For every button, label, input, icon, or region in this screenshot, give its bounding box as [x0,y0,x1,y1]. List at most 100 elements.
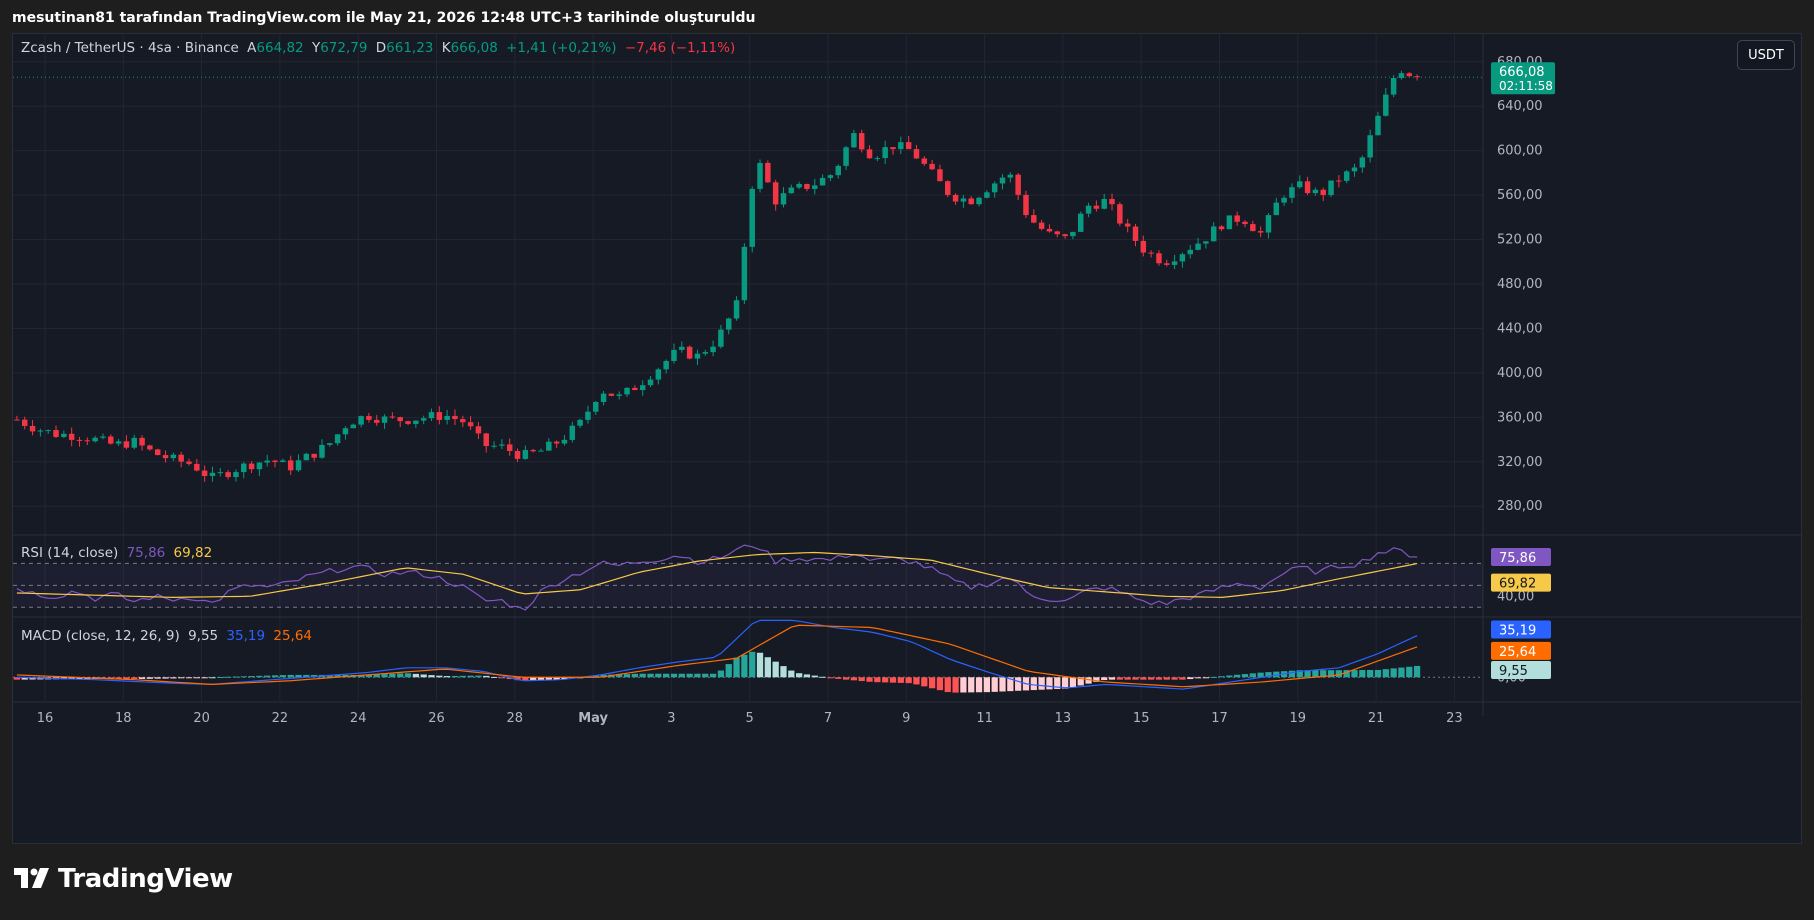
candle [1234,211,1240,226]
x-tick-label: 16 [37,711,54,726]
candle [1398,70,1405,80]
candle-body [882,147,888,159]
candle-body [514,450,521,459]
candle [131,434,137,450]
macd-hist-bar [498,677,506,679]
candle [139,435,145,451]
candle-body [499,444,505,446]
candle [1250,220,1256,232]
macd-hist-bar [811,675,818,678]
candle [1390,75,1397,98]
macd-hist-bar [842,677,850,680]
macd-hist-bar [1061,677,1069,689]
candle [741,243,748,305]
candle-body [366,416,372,420]
candle [835,164,841,179]
candle-body [373,419,380,423]
candle [1359,155,1366,173]
macd-label[interactable]: MACD (close, 12, 26, 9) [21,628,180,644]
candle-body [1164,263,1170,265]
tradingview-logo-icon [14,868,49,888]
macd-hist-bar [514,677,521,681]
candle [514,448,521,463]
candle [1218,225,1225,232]
close-label: K [441,40,451,56]
macd-hist-bar [1249,673,1256,678]
y-tick-label: 320,00 [1497,455,1543,470]
candle-body [37,430,44,432]
candle [241,461,247,479]
macd-hist-bar [1327,670,1335,678]
candle [1273,197,1280,216]
macd-hist-bar [991,677,998,692]
candle-body [452,415,458,420]
candle-body [248,463,255,470]
candle [1242,220,1248,228]
snapshot-header: mesutinan81 tarafından TradingView.com i… [12,10,756,26]
candle-body [84,440,91,442]
candle [334,433,341,446]
candle [1289,183,1295,203]
open-value: 664,82 [256,40,304,56]
candle [162,450,169,463]
candle-body [186,461,192,464]
macd-hist-bar [1054,677,1061,689]
rsi-line [16,544,1418,611]
candle [765,160,771,183]
candle-body [178,454,184,462]
candle-body [413,420,419,424]
candle [154,448,161,456]
candle-body [1320,189,1326,196]
low-label: D [375,40,387,56]
candle [272,459,278,468]
candle [1171,254,1178,270]
candle-body [1007,174,1014,178]
macd-hist-bar [592,675,599,678]
candle [256,461,263,476]
candle [37,428,44,437]
macd-hist-bar [365,674,373,678]
candle [757,159,763,193]
candle-body [921,158,928,164]
candle-body [241,463,247,473]
macd-hist-bar [459,675,466,678]
candle [686,345,693,360]
macd-hist-bar [1085,677,1092,684]
candle-body [1015,174,1021,195]
macd-hist-bar [537,677,545,681]
candle [1117,202,1123,227]
candle [1046,224,1053,233]
x-tick-label: 18 [115,711,132,726]
chart-canvas[interactable]: 280,00 320,00 360,00 400,00 440,00 480,00 520,… [13,34,1801,843]
candle-body [68,433,75,440]
candle [632,385,638,391]
macd-signal-value: 25,64 [273,628,313,644]
macd-hist-bar [725,664,732,678]
candle [593,400,599,415]
candle [725,317,732,335]
symbol-title[interactable]: Zcash / TetherUS · 4sa · Binance [21,40,239,56]
candle-body [772,182,779,205]
macd-hist-bar [1187,677,1194,680]
candle [123,435,130,450]
candle-body [194,463,200,471]
candle-body [76,439,83,441]
candle-body [577,419,583,426]
chart-frame[interactable]: 280,00 320,00 360,00 400,00 440,00 480,00 520,… [12,33,1802,844]
candle-body [749,188,755,247]
currency-button[interactable]: USDT [1737,40,1795,70]
candle-body [725,318,732,330]
candle [350,423,357,429]
candle [858,129,865,153]
candle [194,458,200,472]
candle-body [1406,73,1413,77]
candle [538,448,544,452]
rsi-label[interactable]: RSI (14, close) [21,545,119,561]
tradingview-logo[interactable]: TradingView [14,864,233,894]
candle-body [428,412,435,419]
macd-line [16,619,1418,690]
candle-body [1109,198,1115,205]
macd-hist-bar [639,673,646,678]
y-tick-label: 480,00 [1497,277,1543,292]
candle [694,349,701,365]
